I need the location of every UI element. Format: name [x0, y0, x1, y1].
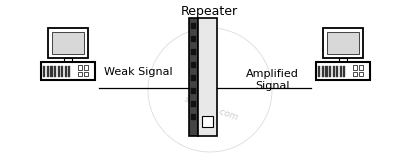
Text: shaalaa.com: shaalaa.com — [184, 94, 240, 122]
Bar — [198, 18, 217, 136]
Bar — [191, 101, 196, 107]
Bar — [316, 62, 370, 80]
Bar — [343, 66, 345, 77]
Bar — [191, 23, 196, 29]
Bar — [191, 62, 196, 68]
Bar — [359, 72, 363, 76]
Bar — [58, 66, 60, 77]
Bar — [84, 72, 88, 76]
Text: Weak Signal: Weak Signal — [104, 67, 172, 77]
Bar — [353, 72, 357, 76]
Bar — [43, 66, 46, 77]
Bar — [41, 62, 95, 80]
Bar — [336, 66, 338, 77]
Bar — [339, 58, 346, 63]
Bar — [353, 65, 357, 70]
Bar — [68, 66, 70, 77]
Bar — [54, 66, 56, 77]
Bar — [322, 66, 324, 77]
Bar — [191, 36, 196, 42]
Bar — [327, 32, 359, 54]
Bar — [61, 66, 63, 77]
Bar — [65, 58, 72, 63]
Bar — [47, 66, 49, 77]
Text: Repeater: Repeater — [180, 5, 238, 19]
Bar — [339, 66, 342, 77]
Bar — [326, 66, 328, 77]
Bar — [52, 32, 84, 54]
Bar — [319, 66, 321, 77]
Bar — [332, 66, 335, 77]
Bar — [359, 65, 363, 70]
Bar — [48, 28, 88, 58]
Bar — [191, 49, 196, 55]
Bar — [191, 114, 196, 120]
Bar — [51, 66, 53, 77]
Bar — [323, 28, 363, 58]
Bar — [202, 116, 213, 127]
Bar — [191, 88, 196, 94]
Text: Amplified
Signal: Amplified Signal — [245, 69, 298, 91]
Bar — [78, 72, 82, 76]
Bar — [191, 75, 196, 81]
Bar — [329, 66, 331, 77]
Bar — [84, 65, 88, 70]
Bar — [189, 18, 198, 136]
Bar — [78, 65, 82, 70]
Bar — [65, 66, 67, 77]
